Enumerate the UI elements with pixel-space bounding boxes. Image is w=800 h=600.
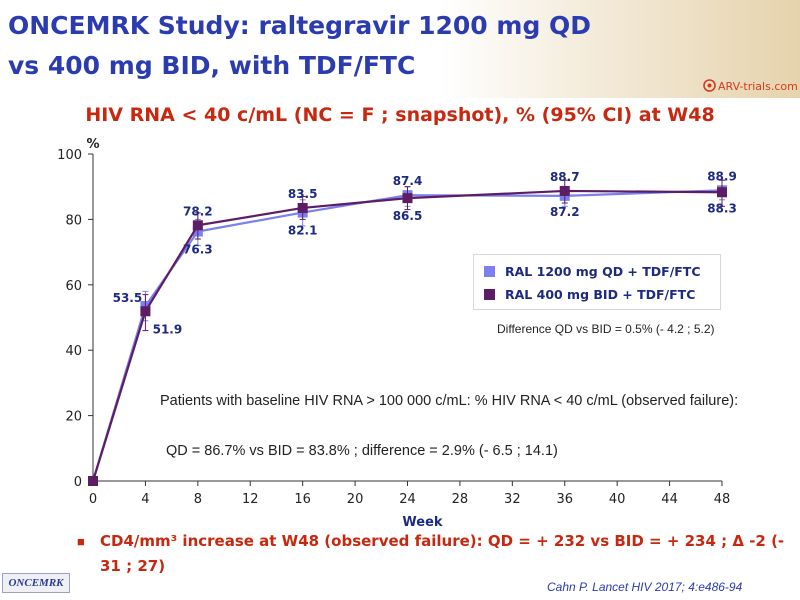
x-tick-label: 44 <box>661 492 678 507</box>
data-label-qd: 87.2 <box>550 205 580 219</box>
cd4-note: CD4/mm³ increase at W48 (observed failur… <box>100 532 785 575</box>
legend-item-qd: RAL 1200 mg QD + TDF/FTC <box>484 261 701 281</box>
data-point-bid <box>402 193 413 204</box>
y-tick-label: 40 <box>65 344 82 359</box>
x-tick-label: 48 <box>714 492 731 507</box>
y-tick-label: 100 <box>57 148 82 163</box>
y-tick-label: 0 <box>74 475 82 490</box>
title-line-1: ONCEMRK Study: raltegravir 1200 mg QD <box>8 11 592 40</box>
x-tick-label: 0 <box>89 492 97 507</box>
legend-label-bid: RAL 400 mg BID + TDF/FTC <box>505 286 696 302</box>
x-tick-label: 20 <box>347 492 364 507</box>
citation: Cahn P. Lancet HIV 2017; 4:e486-94 <box>547 580 743 594</box>
data-label-qd: 88.9 <box>707 169 737 183</box>
y-tick-label: 60 <box>65 279 82 294</box>
data-point-bid <box>559 185 570 196</box>
x-tick-label: 32 <box>504 492 521 507</box>
header-band <box>0 0 800 98</box>
data-label-qd: 82.1 <box>288 224 318 238</box>
x-tick-label: 28 <box>452 492 469 507</box>
y-tick-label: 20 <box>65 410 82 425</box>
x-tick-label: 12 <box>242 492 259 507</box>
legend: RAL 1200 mg QD + TDF/FTC RAL 400 mg BID … <box>473 254 721 310</box>
x-tick-label: 4 <box>141 492 149 507</box>
y-axis-label: % <box>86 137 99 152</box>
data-point-bid <box>140 306 151 317</box>
legend-item-bid: RAL 400 mg BID + TDF/FTC <box>484 284 695 304</box>
data-label-bid: 88.7 <box>550 170 580 184</box>
legend-label-qd: RAL 1200 mg QD + TDF/FTC <box>505 263 701 279</box>
slide-title: ONCEMRK Study: raltegravir 1200 mg QD vs… <box>8 6 628 86</box>
legend-swatch-bid <box>484 288 495 300</box>
logo-text[interactable]: ARV-trials.com <box>718 80 798 93</box>
data-label-bid: 78.2 <box>183 204 213 218</box>
chart-subtitle: HIV RNA < 40 c/mL (NC = F ; snapshot), %… <box>85 104 715 126</box>
x-axis-label: Week <box>402 515 443 530</box>
data-label-bid: 51.9 <box>153 322 183 336</box>
data-label-qd: 87.4 <box>393 174 423 188</box>
data-label-qd: 76.3 <box>183 242 213 256</box>
title-line-2: vs 400 mg BID, with TDF/FTC <box>8 51 416 80</box>
x-tick-label: 16 <box>294 492 311 507</box>
logo-icon <box>703 79 716 92</box>
data-label-bid: 86.5 <box>393 209 423 223</box>
data-point-bid <box>717 187 727 198</box>
legend-swatch-qd <box>484 265 495 277</box>
data-point-bid <box>192 220 203 231</box>
qd-vs-bid-note: QD = 86.7% vs BID = 83.8% ; difference =… <box>166 443 558 459</box>
x-tick-label: 40 <box>609 492 626 507</box>
x-tick-label: 24 <box>399 492 416 507</box>
bullet-icon: ■ <box>77 534 85 549</box>
data-label-bid: 88.3 <box>707 201 737 215</box>
difference-note: Difference QD vs BID = 0.5% (- 4.2 ; 5.2… <box>497 322 715 336</box>
data-label-bid: 83.5 <box>288 187 318 201</box>
data-point-bid <box>297 202 308 213</box>
baseline-note: Patients with baseline HIV RNA > 100 000… <box>160 393 739 409</box>
y-tick-label: 80 <box>65 213 82 228</box>
data-label-qd: 53.5 <box>113 291 143 305</box>
study-badge: ONCEMRK <box>2 573 70 593</box>
x-tick-label: 36 <box>556 492 573 507</box>
x-tick-label: 8 <box>194 492 202 507</box>
data-point-bid <box>88 476 98 486</box>
